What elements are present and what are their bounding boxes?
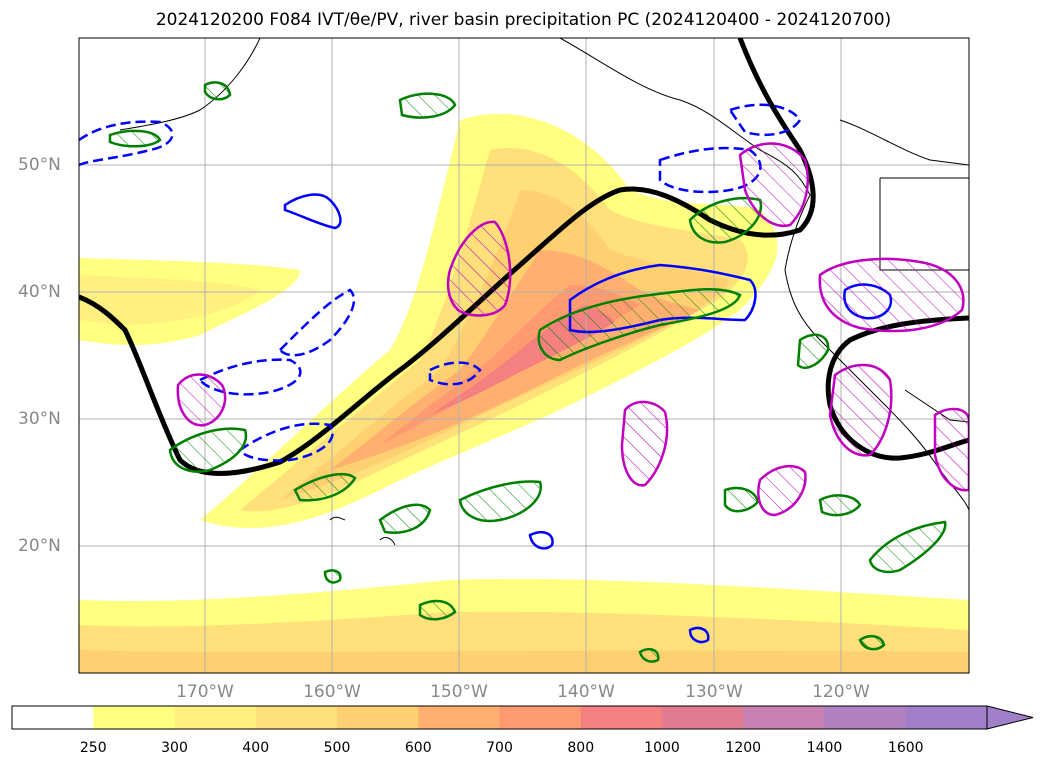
colorbar-segment [662, 706, 744, 729]
colorbar-segment [418, 706, 500, 729]
lat-label-30n: 30°N [18, 409, 61, 429]
lon-label-160w: 160°W [303, 682, 361, 702]
lon-label-140w: 140°W [557, 682, 615, 702]
colorbar-tick-label: 1000 [644, 740, 680, 756]
colorbar-tick-label: 500 [323, 740, 351, 756]
colorbar-tick-label: 300 [161, 740, 188, 756]
colorbar-tick-label: 250 [79, 740, 107, 756]
ivt-shading-west [79, 258, 300, 345]
colorbar [12, 706, 988, 729]
colorbar-tick-label: 1600 [887, 740, 924, 756]
colorbar-segment [905, 706, 988, 729]
colorbar-tick-label: 400 [242, 740, 270, 756]
colorbar-segment [174, 706, 257, 729]
basin-outlines [176, 142, 969, 517]
lat-label-40n: 40°N [18, 282, 61, 302]
lat-label-50n: 50°N [18, 155, 61, 175]
colorbar-segment [255, 706, 338, 729]
map-title: 2024120200 F084 IVT/θe/PV, river basin p… [155, 10, 892, 30]
colorbar-segment [580, 706, 663, 729]
colorbar-tick-label: 1400 [806, 740, 843, 756]
lon-label-170w: 170°W [176, 682, 234, 702]
ivt-shading-south [79, 579, 969, 673]
precip-contours [108, 81, 947, 663]
lat-label-20n: 20°N [18, 536, 61, 556]
colorbar-segment [824, 706, 907, 729]
atmospheric-river [200, 113, 778, 529]
pv-contours-dashed [79, 103, 802, 462]
colorbar-segment [337, 706, 419, 729]
lon-label-120w: 120°W [812, 682, 870, 702]
colorbar-tick-label: 1200 [725, 740, 762, 756]
colorbar-segment [743, 706, 825, 729]
colorbar-segment [93, 706, 175, 729]
colorbar-segment [12, 706, 94, 729]
colorbar-tick-label: 700 [486, 740, 513, 756]
colorbar-segment [499, 706, 582, 729]
colorbar-tick-label: 600 [404, 740, 432, 756]
colorbar-tick-label: 800 [567, 740, 595, 756]
colorbar-extend-arrow [986, 705, 1034, 730]
lon-label-130w: 130°W [685, 682, 743, 702]
lon-label-150w: 150°W [430, 682, 488, 702]
map-area [79, 38, 969, 673]
